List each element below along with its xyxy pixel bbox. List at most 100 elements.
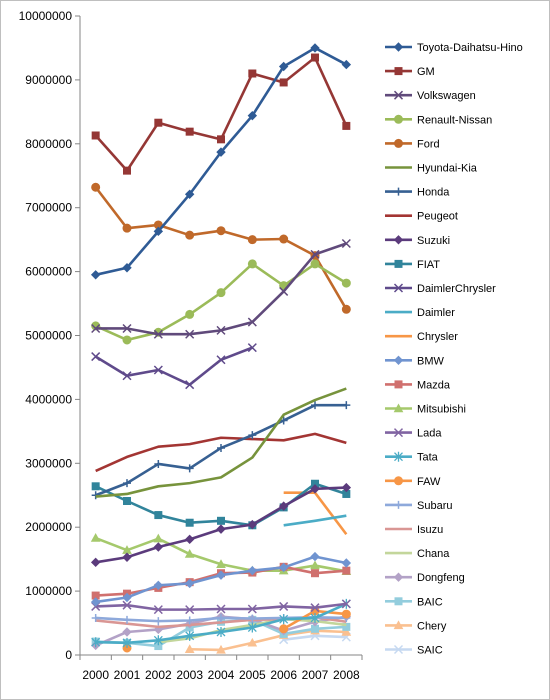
- data-point-bmw: [90, 597, 101, 607]
- legend-marker-baic: [394, 597, 403, 606]
- data-point-honda: [311, 401, 319, 410]
- data-point-gm: [342, 121, 351, 130]
- legend-label: Toyota-Daihatsu-Hino: [417, 42, 523, 54]
- series-lines: [90, 43, 352, 654]
- y-tick-label: 8000000: [25, 137, 72, 151]
- legend-label: Mitsubishi: [417, 404, 466, 416]
- data-point-volkswagen: [247, 317, 257, 327]
- legend-entry-chery: Chery: [385, 620, 447, 632]
- data-point-toyota-daihatsu-hino: [153, 226, 164, 237]
- data-point-subaru: [91, 613, 100, 622]
- data-point-subaru: [123, 615, 131, 624]
- data-point-bmw: [153, 580, 164, 591]
- legend-entry-peugeot: Peugeot: [385, 211, 458, 223]
- data-point-fiat: [154, 511, 163, 520]
- data-point-volkswagen: [341, 238, 351, 249]
- legend-entry-fiat: FIAT: [385, 259, 440, 271]
- legend-label: GM: [417, 66, 435, 78]
- series-daimlerchrysler: [91, 343, 257, 390]
- legend-marker-chery: [393, 620, 404, 630]
- legend-label: SAIC: [417, 645, 443, 657]
- data-point-mitsubishi: [184, 549, 195, 558]
- y-tick-label: 6000000: [25, 265, 72, 279]
- data-point-suzuki: [153, 542, 164, 552]
- data-point-bmw: [278, 562, 289, 573]
- data-point-lada: [279, 601, 289, 611]
- x-tick-label: 2002: [145, 668, 172, 682]
- data-point-mazda: [311, 569, 319, 578]
- legend-label: Peugeot: [417, 211, 458, 223]
- data-point-gm: [185, 127, 194, 136]
- legend-marker-bmw: [393, 355, 404, 366]
- data-point-subaru: [217, 613, 225, 622]
- y-tick-label: 5000000: [25, 329, 72, 343]
- legend-label: Lada: [417, 428, 442, 440]
- x-tick-label: 2004: [208, 668, 235, 682]
- series-line-daimlerchrysler: [94, 346, 253, 387]
- data-point-lada: [247, 604, 257, 614]
- legend-entry-chana: Chana: [385, 548, 450, 560]
- legend-marker-mazda: [394, 380, 403, 389]
- series-daimler: [283, 514, 347, 527]
- series-line-peugeot: [95, 432, 347, 473]
- legend-marker-daimlerchrysler: [393, 283, 404, 293]
- data-point-toyota-daihatsu-hino: [216, 147, 226, 157]
- y-tick-label: 0: [65, 648, 72, 662]
- legend-label: BMW: [417, 355, 445, 367]
- legend-marker-volkswagen: [393, 90, 404, 100]
- data-point-tata: [91, 637, 101, 648]
- legend-label: Ford: [417, 138, 440, 150]
- legend-entry-faw: FAW: [385, 476, 441, 488]
- data-point-mitsubishi: [153, 533, 164, 543]
- data-point-honda: [342, 401, 351, 410]
- x-tick-label: 2008: [333, 668, 360, 682]
- data-point-toyota-daihatsu-hino: [341, 59, 352, 70]
- legend-marker-dongfeng: [393, 572, 404, 582]
- legend-label: Chana: [417, 548, 450, 560]
- legend-label: FAW: [417, 476, 441, 488]
- data-point-suzuki: [310, 484, 320, 494]
- series-bmw: [90, 551, 352, 607]
- data-point-volkswagen: [153, 329, 163, 339]
- series-faw: [122, 606, 351, 653]
- legend-label: Honda: [417, 187, 450, 199]
- series-lada: [91, 599, 351, 615]
- legend-entry-isuzu: Isuzu: [385, 524, 443, 536]
- data-point-fiat: [217, 516, 225, 525]
- legend-marker-subaru: [394, 500, 403, 509]
- data-point-lada: [341, 599, 351, 609]
- legend-label: Dongfeng: [417, 572, 465, 584]
- legend-marker-renault-nissan: [394, 114, 403, 124]
- x-tick-label: 2000: [82, 668, 109, 682]
- data-point-tata: [310, 612, 320, 623]
- data-point-ford: [279, 234, 289, 244]
- data-point-tata: [153, 635, 163, 646]
- data-point-toyota-daihatsu-hino: [278, 61, 289, 72]
- legend: Toyota-Daihatsu-Hino GM Volkswagen Renault-…: [385, 42, 523, 657]
- data-point-tata: [247, 622, 257, 633]
- legend-entry-volkswagen: Volkswagen: [385, 90, 476, 102]
- x-tick-label: 2003: [176, 668, 203, 682]
- series-line-chery: [189, 629, 347, 652]
- y-tick-label: 4000000: [25, 392, 72, 406]
- data-point-subaru: [154, 617, 163, 626]
- legend-marker-lada: [393, 428, 404, 438]
- series-line-daimler: [283, 514, 347, 527]
- series-peugeot: [95, 432, 347, 473]
- data-point-suzuki: [341, 482, 352, 493]
- data-point-suzuki: [247, 519, 258, 530]
- data-point-daimlerchrysler: [122, 371, 132, 381]
- legend-entry-hyundai-kia: Hyundai-Kia: [385, 163, 478, 175]
- data-point-volkswagen: [91, 323, 101, 334]
- data-point-toyota-daihatsu-hino: [184, 189, 195, 199]
- data-point-bmw: [310, 551, 320, 562]
- legend-label: Mazda: [417, 379, 451, 391]
- data-point-honda: [154, 459, 163, 468]
- series-toyota-daihatsu-hino: [90, 43, 352, 280]
- legend-label: Hyundai-Kia: [417, 163, 478, 175]
- legend-marker-faw: [394, 476, 403, 486]
- legend-entry-tata: Tata: [385, 451, 439, 464]
- data-point-gm: [154, 118, 163, 127]
- y-tick-label: 7000000: [25, 201, 72, 215]
- data-point-honda: [217, 443, 225, 452]
